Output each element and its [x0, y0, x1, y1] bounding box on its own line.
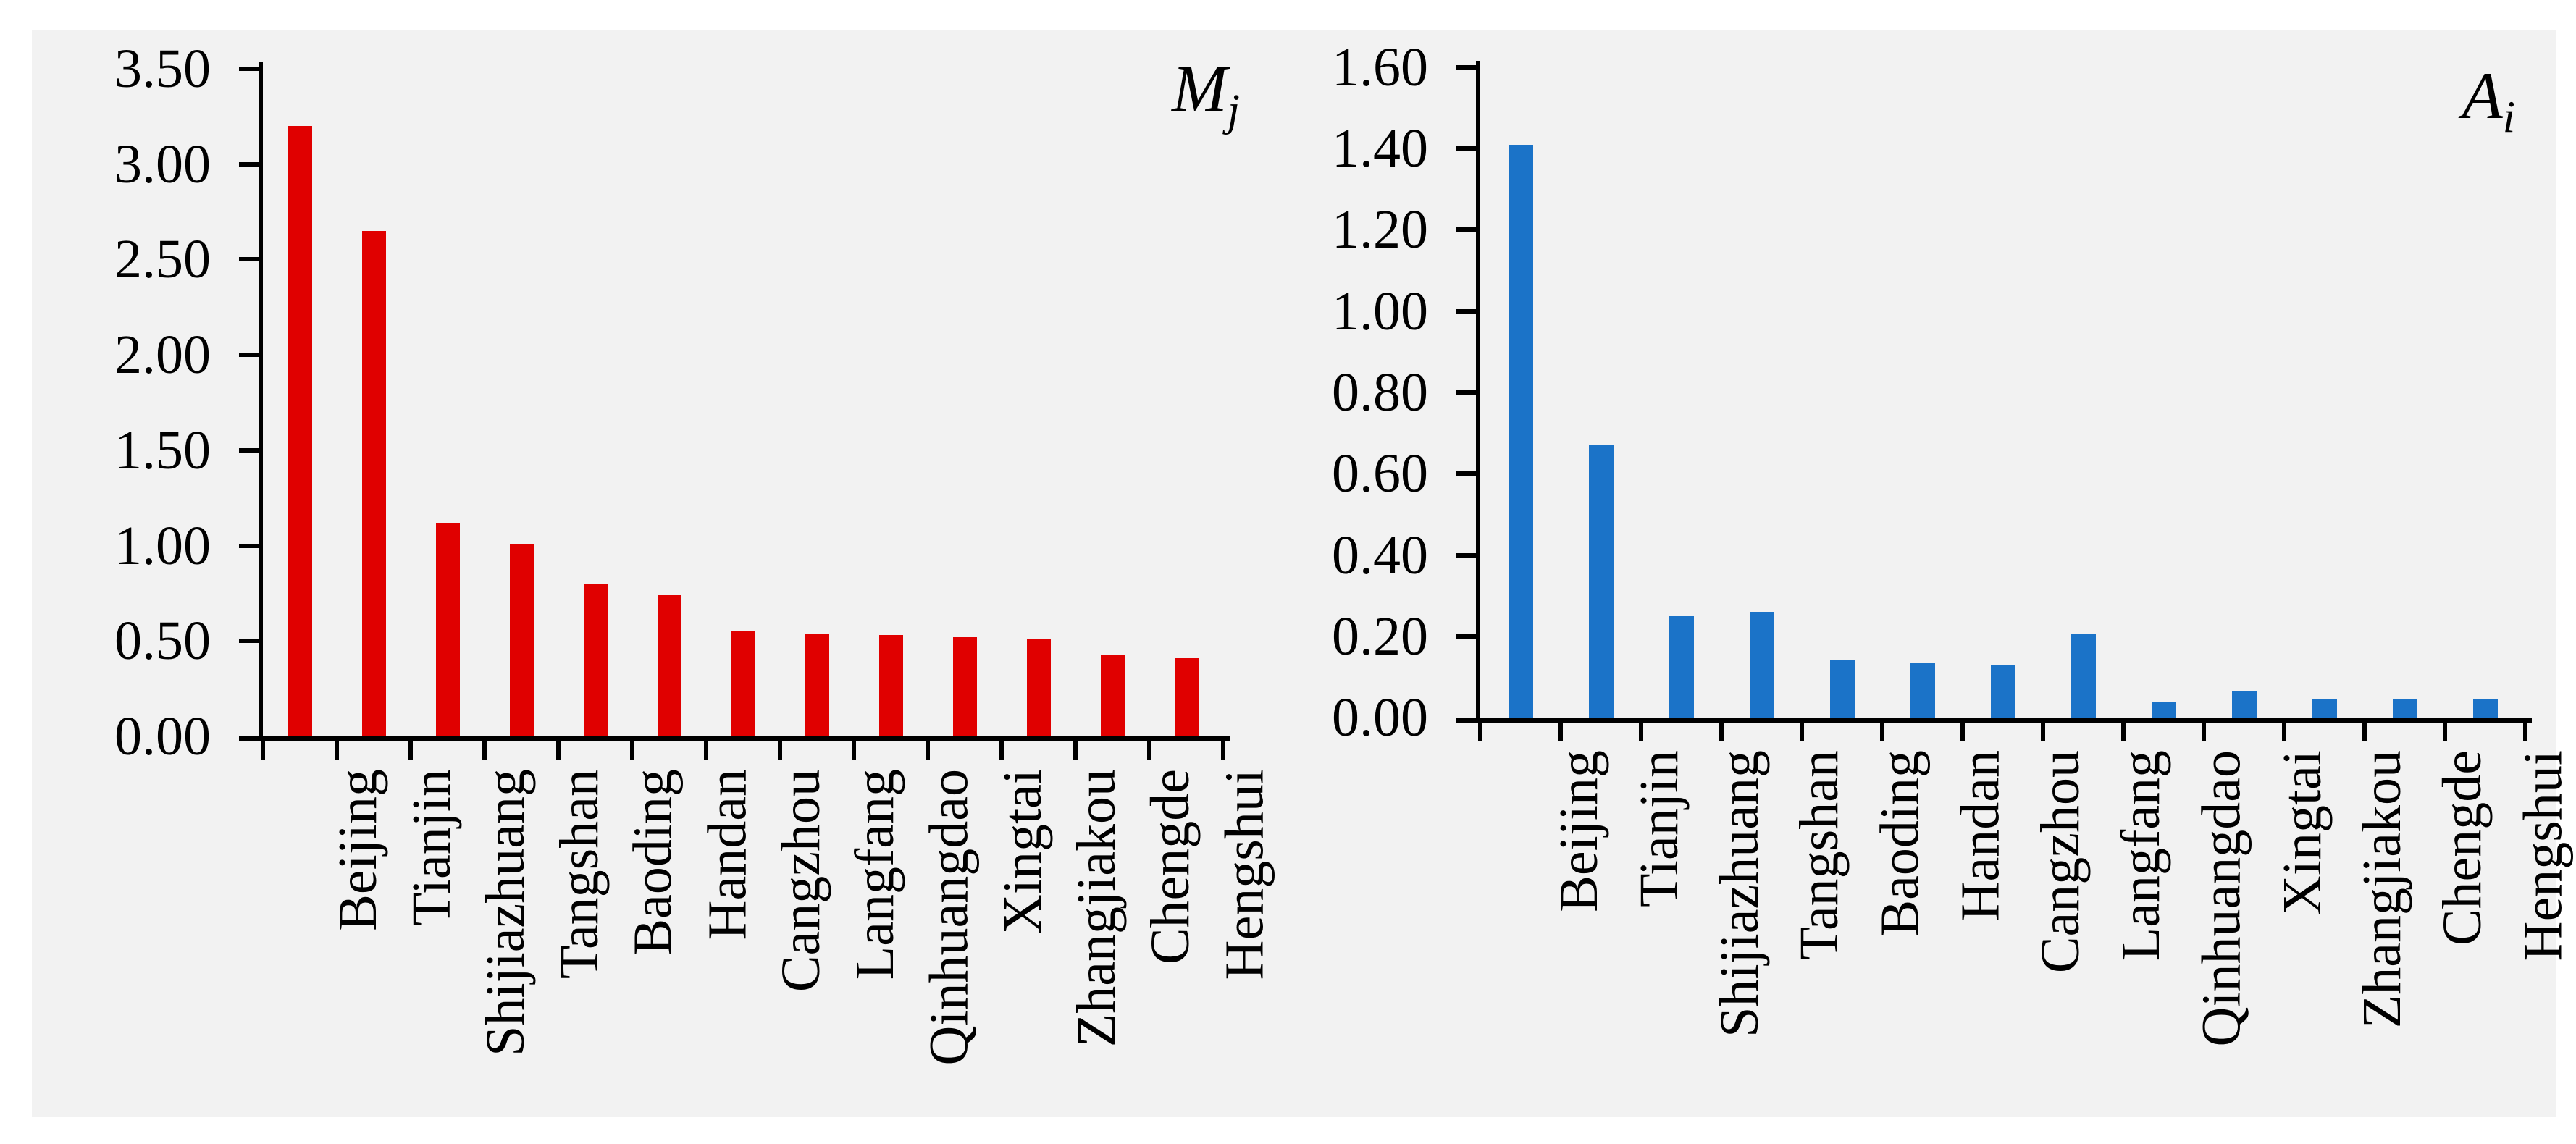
plot-panel-background: [32, 30, 2556, 1117]
